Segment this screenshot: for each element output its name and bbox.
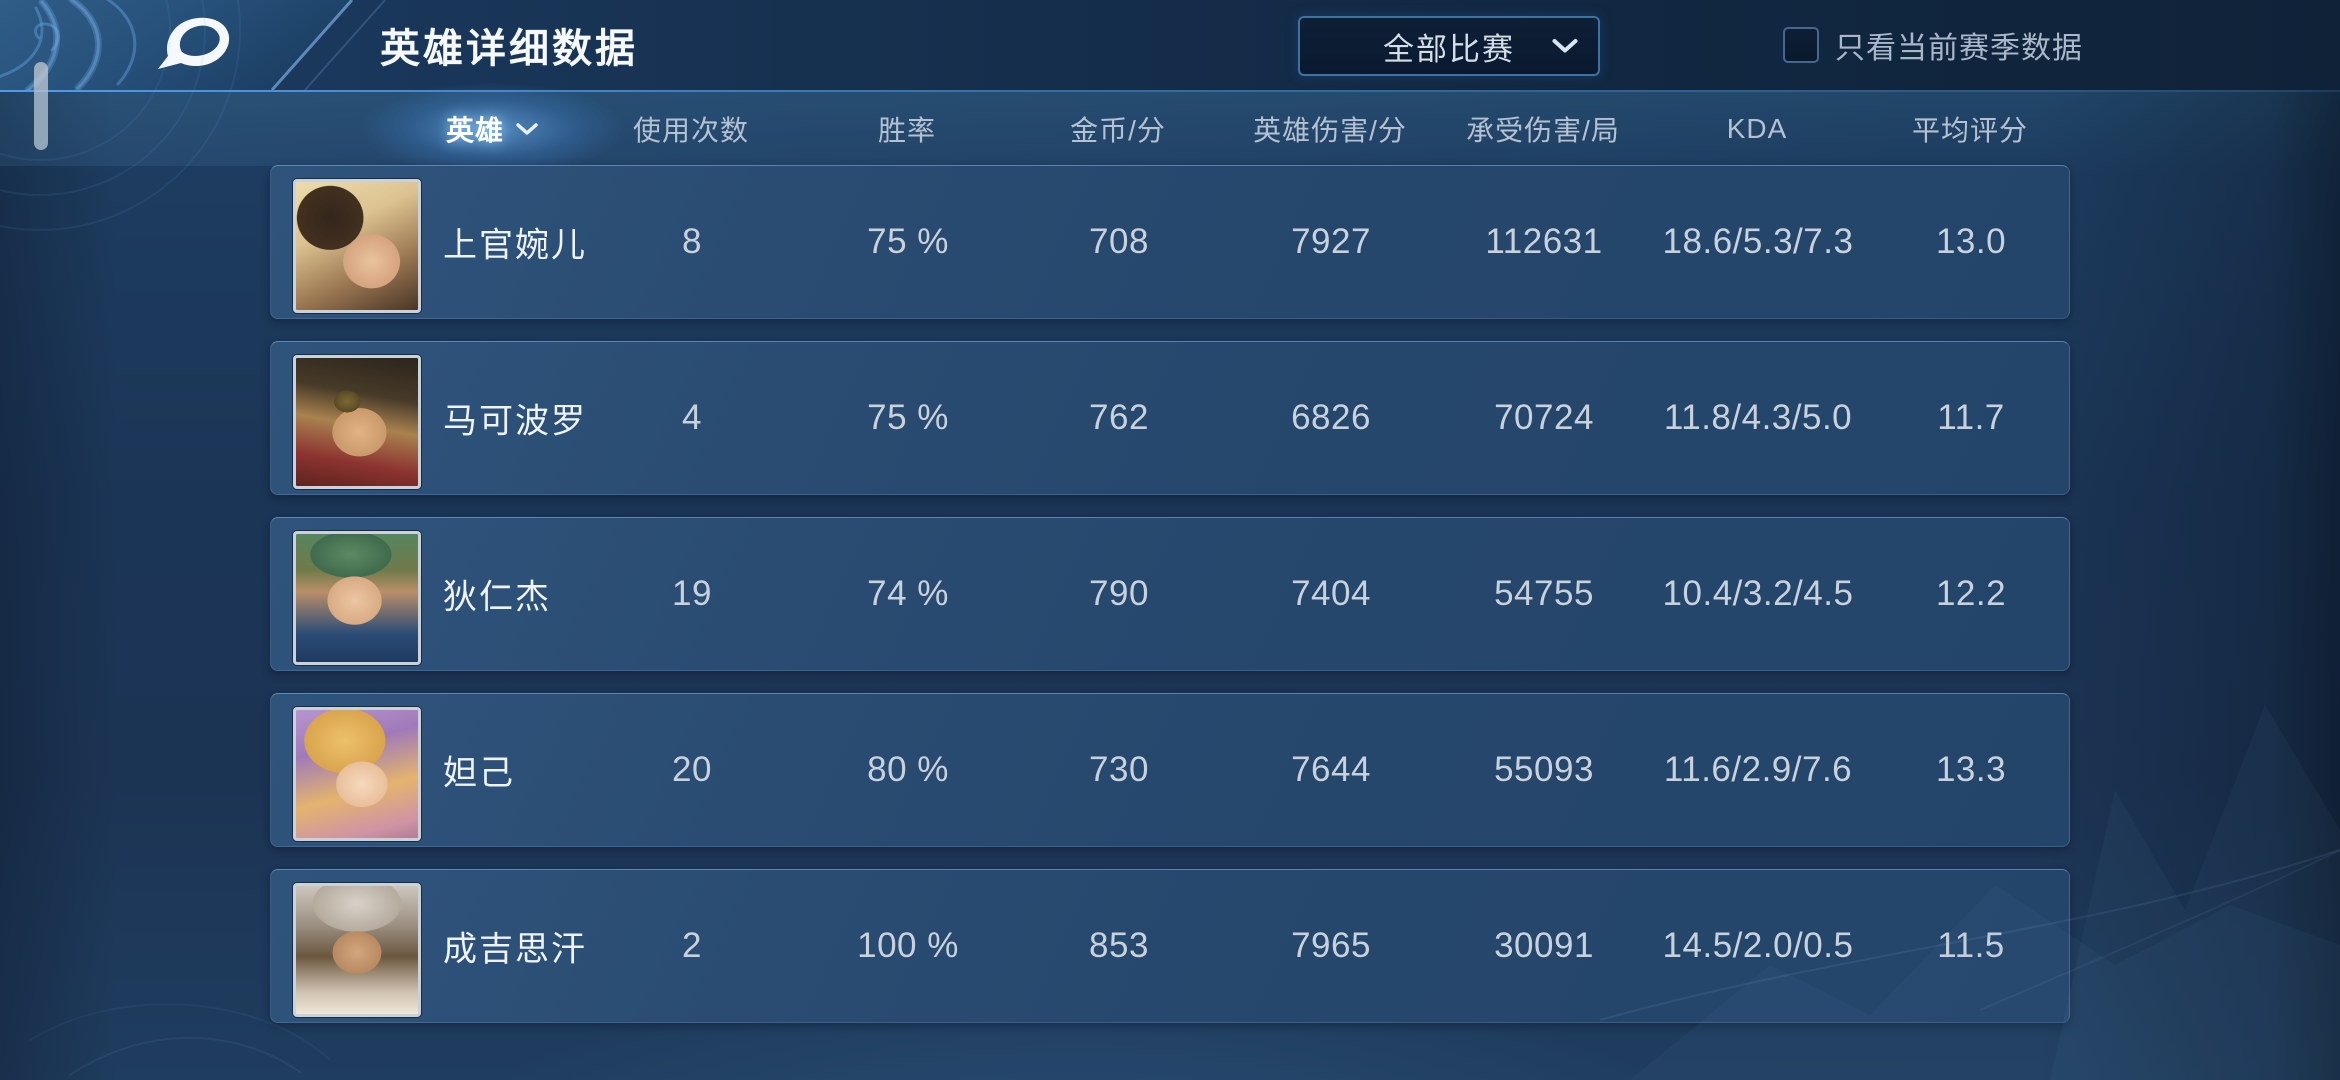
season-checkbox-label: 只看当前赛季数据: [1835, 32, 2083, 65]
cell-gold-per-min: 730: [1089, 750, 1149, 789]
hero-row[interactable]: 成吉思汗 2 100 % 853 7965 30091 14.5/2.0/0.5…: [270, 869, 2070, 1023]
hero-row[interactable]: 狄仁杰 19 74 % 790 7404 54755 10.4/3.2/4.5 …: [270, 517, 2070, 671]
app-logo-icon: [158, 17, 230, 69]
cell-usage-count: 19: [672, 574, 712, 613]
column-header-label: 承受伤害/局: [1466, 115, 1620, 146]
cell-win-rate: 75 %: [867, 398, 949, 437]
column-header-taken[interactable]: 承受伤害/局: [1466, 109, 1620, 149]
hero-name: 上官婉儿: [443, 226, 587, 265]
cell-hero-damage-per-min: 7927: [1291, 222, 1371, 261]
page-title: 英雄详细数据: [380, 27, 638, 71]
cell-win-rate: 74 %: [867, 574, 949, 613]
hero-avatar: [293, 707, 421, 841]
cell-gold-per-min: 790: [1089, 574, 1149, 613]
logo-ribbon: [0, 0, 352, 90]
cell-damage-taken-per-game: 112631: [1485, 222, 1603, 261]
chevron-down-icon: [1552, 39, 1578, 53]
cell-usage-count: 8: [682, 222, 702, 261]
cell-avg-score: 11.5: [1937, 926, 2005, 965]
season-filter[interactable]: 只看当前赛季数据: [1783, 0, 2083, 90]
hero-avatar: [293, 883, 421, 1017]
column-header-label: KDA: [1726, 113, 1788, 144]
hero-avatar: [293, 179, 421, 313]
hero-avatar: [293, 355, 421, 489]
chevron-down-icon: [516, 123, 538, 135]
cell-win-rate: 100 %: [857, 926, 959, 965]
hero-row[interactable]: 马可波罗 4 75 % 762 6826 70724 11.8/4.3/5.0 …: [270, 341, 2070, 495]
cell-win-rate: 80 %: [867, 750, 949, 789]
cell-hero-damage-per-min: 7404: [1291, 574, 1371, 613]
column-header-label: 平均评分: [1911, 115, 2029, 146]
cell-damage-taken-per-game: 55093: [1494, 750, 1594, 789]
column-header-label: 英雄伤害/分: [1253, 115, 1407, 146]
cell-kda: 11.6/2.9/7.6: [1663, 750, 1853, 789]
cell-usage-count: 20: [672, 750, 712, 789]
season-checkbox[interactable]: [1783, 27, 1819, 63]
cell-damage-taken-per-game: 70724: [1494, 398, 1594, 437]
column-header-label: 胜率: [877, 115, 937, 146]
scroll-indicator[interactable]: [34, 62, 48, 150]
column-header-score[interactable]: 平均评分: [1912, 109, 2028, 149]
column-header-usage[interactable]: 使用次数: [633, 109, 749, 149]
cell-gold-per-min: 708: [1089, 222, 1149, 261]
cell-avg-score: 13.0: [1935, 222, 2007, 261]
column-header-row: 英雄 使用次数 胜率 金币/分 英雄伤害/分 承受伤害/局 KDA 平均评分: [270, 83, 2070, 175]
column-header-kda[interactable]: KDA: [1727, 113, 1788, 145]
cell-kda: 14.5/2.0/0.5: [1662, 926, 1854, 965]
cell-kda: 10.4/3.2/4.5: [1662, 574, 1854, 613]
column-header-label: 英雄: [445, 115, 505, 146]
cell-avg-score: 11.7: [1937, 398, 2005, 437]
hero-row[interactable]: 上官婉儿 8 75 % 708 7927 112631 18.6/5.3/7.3…: [270, 165, 2070, 319]
hero-row[interactable]: 妲己 20 80 % 730 7644 55093 11.6/2.9/7.6 1…: [270, 693, 2070, 847]
cell-hero-damage-per-min: 7644: [1291, 750, 1371, 789]
column-header-winrate[interactable]: 胜率: [878, 109, 936, 149]
cell-damage-taken-per-game: 30091: [1494, 926, 1594, 965]
top-bar: 英雄详细数据 全部比赛 只看当前赛季数据: [0, 0, 2340, 92]
column-header-hero[interactable]: 英雄: [446, 109, 538, 149]
cell-usage-count: 2: [682, 926, 702, 965]
match-filter-dropdown[interactable]: 全部比赛: [1298, 16, 1600, 76]
cell-hero-damage-per-min: 7965: [1291, 926, 1371, 965]
column-header-label: 金币/分: [1070, 115, 1166, 146]
cell-hero-damage-per-min: 6826: [1291, 398, 1371, 437]
cell-gold-per-min: 762: [1089, 398, 1149, 437]
hero-avatar: [293, 531, 421, 665]
hero-name: 马可波罗: [443, 402, 587, 441]
match-filter-value: 全部比赛: [1383, 31, 1515, 67]
cell-kda: 18.6/5.3/7.3: [1662, 222, 1854, 261]
hero-name: 成吉思汗: [443, 930, 587, 969]
cell-gold-per-min: 853: [1089, 926, 1149, 965]
ribbon-swirl-pattern: [0, 0, 137, 90]
column-header-label: 使用次数: [632, 115, 750, 146]
hero-name: 狄仁杰: [443, 578, 551, 617]
cell-avg-score: 13.3: [1935, 750, 2007, 789]
column-header-dmg[interactable]: 英雄伤害/分: [1253, 109, 1407, 149]
cell-avg-score: 12.2: [1935, 574, 2007, 613]
cell-usage-count: 4: [682, 398, 702, 437]
cell-kda: 11.8/4.3/5.0: [1663, 398, 1853, 437]
hero-name: 妲己: [443, 754, 515, 793]
cell-damage-taken-per-game: 54755: [1494, 574, 1594, 613]
column-header-gold[interactable]: 金币/分: [1070, 109, 1166, 149]
hero-table: 上官婉儿 8 75 % 708 7927 112631 18.6/5.3/7.3…: [270, 165, 2070, 1045]
cell-win-rate: 75 %: [867, 222, 949, 261]
